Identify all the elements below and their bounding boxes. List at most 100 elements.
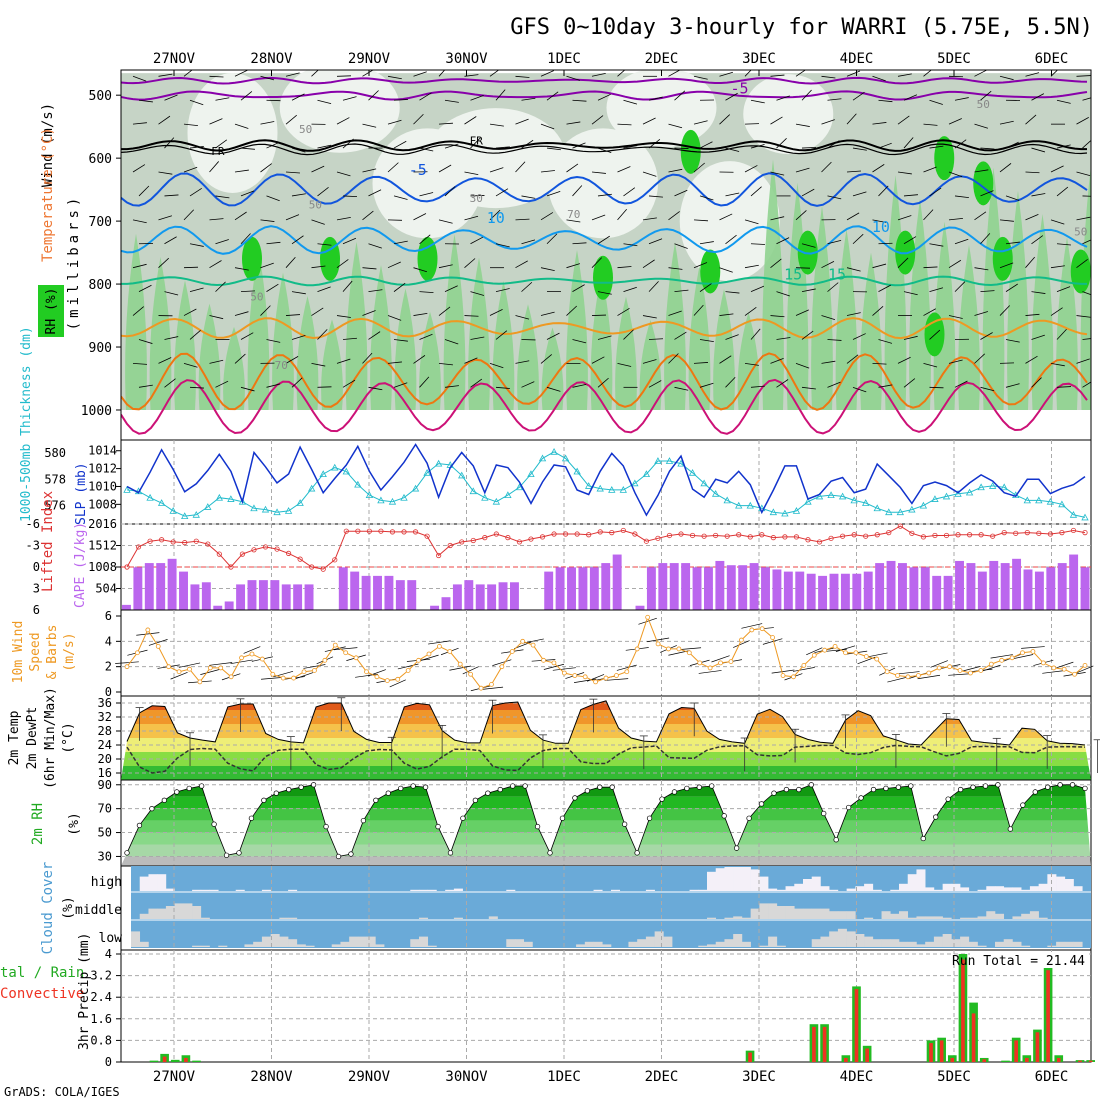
lifted-index-line — [124, 523, 1088, 572]
upper-wind-barb — [164, 291, 179, 296]
thickness-marker — [711, 489, 720, 497]
li-marker — [1059, 529, 1065, 536]
upper-wind-barb — [795, 70, 807, 77]
cape-bar — [658, 563, 668, 610]
upper-wind-barb — [138, 99, 153, 103]
rh-marker — [273, 790, 279, 796]
upper-wind-barb — [1082, 139, 1091, 149]
li-marker — [447, 542, 453, 549]
cloud-fraction-bar — [733, 867, 743, 891]
upper-wind-barb — [642, 259, 655, 269]
rh-line — [124, 782, 1088, 860]
cloud-fraction-bar — [349, 936, 359, 947]
upper-wind-barb — [240, 386, 255, 392]
cape-bar — [1023, 569, 1033, 610]
rh-low-patch — [279, 70, 400, 153]
li-marker — [1013, 530, 1019, 536]
upper-wind-barb — [470, 291, 485, 296]
cloud-fraction-bar — [864, 917, 874, 919]
cloud-fraction-bar — [1064, 879, 1074, 891]
li-marker — [285, 550, 292, 556]
wind-marker — [582, 674, 588, 680]
upper-wind-barb — [750, 99, 765, 104]
upper-wind-barb — [795, 309, 809, 316]
wind-marker — [1040, 660, 1046, 666]
upper-wind-barb — [770, 74, 785, 77]
upper-wind-barb — [566, 163, 579, 173]
contour-purple — [121, 90, 1088, 101]
upper-wind-barb — [387, 261, 401, 269]
li-marker — [736, 532, 742, 538]
thickness-marker — [423, 468, 431, 476]
cape-bar — [487, 584, 497, 610]
upper-wind-barb — [572, 384, 587, 388]
upper-wind-barb — [387, 315, 402, 321]
upper-wind-barb — [234, 70, 248, 77]
upper-wind-barb — [470, 336, 485, 340]
cloud-fraction-bar — [183, 903, 193, 919]
upper-wind-barb — [164, 378, 176, 388]
rh-marker — [323, 823, 329, 830]
cloud-fraction-bar — [829, 931, 839, 947]
upper-wind-barb — [974, 267, 989, 271]
cloud-fraction-bar — [741, 867, 751, 891]
cloud-fraction-bar — [244, 944, 254, 947]
rh-marker — [435, 823, 441, 830]
slp-line — [126, 443, 1086, 517]
cloud-fraction-bar — [698, 945, 708, 947]
rh-marker — [1057, 782, 1063, 788]
rh-marker — [485, 790, 491, 796]
thickness-marker — [1081, 513, 1089, 521]
surface-wind-barb — [930, 660, 948, 668]
rh-marker — [821, 810, 827, 817]
upper-wind-barb — [1082, 291, 1091, 296]
upper-wind-barb — [285, 171, 300, 174]
li-marker — [228, 564, 234, 570]
cloud-fraction-bar — [899, 883, 909, 891]
upper-wind-barb — [744, 165, 758, 173]
upper-wind-barb — [903, 137, 914, 149]
upper-wind-barb — [642, 315, 657, 319]
rh-contour-label: 50 — [299, 123, 312, 136]
rh-band — [121, 844, 1091, 857]
wind-marker — [187, 666, 192, 672]
upper-wind-barb — [1076, 216, 1091, 221]
upper-wind-barb — [897, 215, 912, 221]
li-marker — [297, 556, 303, 562]
upper-wind-barb — [393, 99, 409, 101]
upper-wind-barb — [770, 358, 784, 364]
upper-wind-barb — [158, 171, 173, 175]
upper-wind-barb — [617, 363, 632, 367]
ylabel-precip-total: tal / Rain — [0, 965, 84, 981]
upper-wind-barb — [234, 311, 249, 316]
cloud-fraction-bar — [209, 889, 219, 891]
precip-convective-bar — [865, 1048, 869, 1062]
rh-saturated-core — [992, 236, 1013, 281]
contour-label: 15 — [828, 266, 846, 284]
surface-wind-barb — [762, 638, 783, 645]
precip-convective-bar — [961, 959, 965, 1062]
upper-wind-barb — [668, 70, 681, 77]
surface-wind-barb — [806, 647, 823, 656]
upper-wind-barb — [1025, 313, 1040, 316]
precip-convective-bar — [939, 1040, 944, 1062]
thickness-marker — [1035, 496, 1043, 504]
cloud-fraction-bar — [506, 939, 516, 947]
dewpoint-path — [126, 744, 1086, 774]
contour-freezing-2 — [121, 143, 1088, 156]
ylabel-line: 2m DewPt — [25, 707, 40, 770]
upper-wind-barb — [311, 70, 319, 77]
upper-wind-barb — [674, 386, 689, 391]
cloud-fraction-bar — [663, 936, 673, 947]
upper-wind-barb — [725, 147, 740, 152]
cape-bar — [738, 565, 748, 610]
upper-wind-barb — [164, 194, 179, 197]
wind-marker — [468, 671, 474, 677]
upper-wind-barb — [546, 91, 559, 101]
cloud-fraction-bar — [995, 941, 1005, 947]
rh-marker — [883, 785, 889, 792]
upper-wind-barb — [1082, 338, 1091, 340]
thickness-tick-label: 578 — [44, 472, 66, 486]
ylabel-cloud: Cloud Cover — [40, 862, 56, 955]
cloud-fraction-bar — [750, 869, 760, 891]
